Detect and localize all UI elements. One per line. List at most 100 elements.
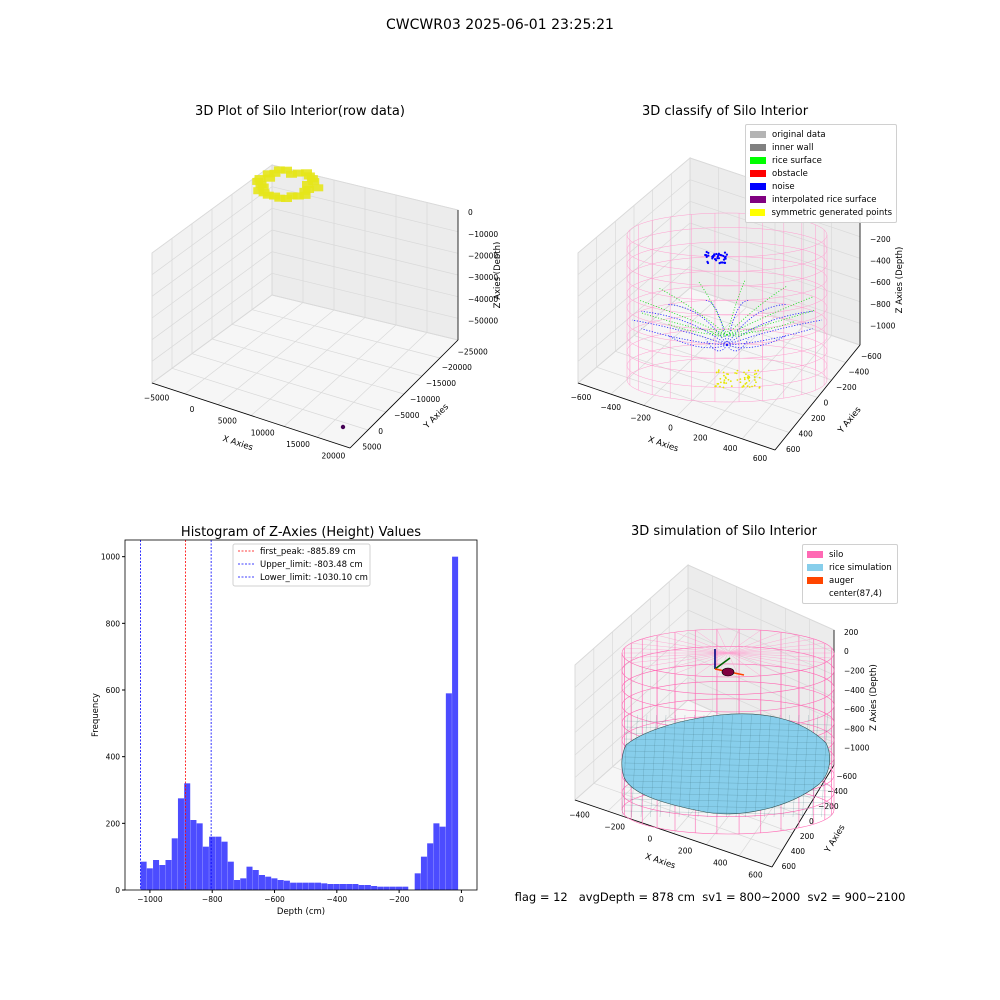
- panel2-legend: original data inner wall rice surface obsta…: [745, 124, 897, 223]
- noise-curve: [726, 310, 813, 346]
- silo-ring: [626, 357, 828, 403]
- symmetric-point: [723, 374, 725, 377]
- z-tick-label: −50000: [468, 317, 498, 326]
- mesh-line: [754, 714, 762, 818]
- mesh-line: [688, 714, 695, 818]
- legend-entry: rice surface: [750, 154, 892, 167]
- data-point: [292, 192, 304, 200]
- mesh-line: [640, 714, 648, 818]
- x-tick-label: −200: [630, 413, 651, 422]
- mesh-line: [623, 732, 833, 738]
- noise-point: [722, 254, 725, 258]
- histogram-bar: [352, 884, 359, 890]
- legend-label: noise: [772, 181, 795, 192]
- histogram-bar: [146, 868, 153, 890]
- legend-entry: silo: [807, 548, 893, 561]
- gridline: [151, 164, 273, 254]
- mesh-line: [707, 714, 714, 818]
- noise-curve: [726, 300, 749, 346]
- histogram-bar: [227, 861, 234, 890]
- mesh-line: [650, 714, 657, 818]
- y-axis-label: Y Axies: [836, 405, 864, 436]
- histogram-bar: [283, 880, 290, 890]
- symmetric-point: [757, 369, 760, 372]
- y-tick-label: −5000: [394, 411, 420, 420]
- histogram-bar: [346, 884, 353, 890]
- symmetric-point: [739, 381, 742, 384]
- z-tick-label: −1000: [870, 322, 896, 331]
- mesh-line: [792, 714, 800, 818]
- histogram-bar: [196, 823, 203, 890]
- histogram-bar: [358, 885, 365, 890]
- noise-point: [724, 255, 727, 258]
- symmetric-point: [719, 385, 721, 388]
- z-tick-label: 0: [844, 647, 849, 656]
- silo-ring: [626, 256, 828, 301]
- silo-roof: [727, 643, 825, 654]
- symmetric-point: [748, 375, 750, 378]
- silo-roof: [642, 638, 729, 654]
- y-tick-label: −600: [861, 352, 882, 361]
- rice-surface-curve: [659, 288, 728, 336]
- mesh-line: [783, 714, 790, 818]
- mesh-line: [773, 714, 781, 818]
- histogram-bar: [396, 886, 403, 890]
- noise-curve: [705, 339, 728, 352]
- histogram-bar: [315, 882, 322, 890]
- y-tick-label: 600: [782, 862, 797, 871]
- y-axis-label: Y Axies: [823, 823, 848, 856]
- silo-roof: [727, 632, 782, 654]
- silo-ring: [626, 227, 828, 272]
- symmetric-point: [745, 373, 747, 376]
- symmetric-point: [727, 378, 730, 381]
- gridline: [316, 332, 428, 438]
- silo-roof: [642, 652, 729, 668]
- rice-surface-curve: [638, 299, 728, 336]
- x-axis-label: X Axies: [221, 434, 254, 453]
- noise-point: [704, 253, 707, 257]
- legend-swatch: [750, 157, 766, 164]
- histogram-legend: first_peak: -885.89 cm Upper_limit: -803.…: [232, 543, 371, 587]
- silo-roof: [624, 652, 729, 659]
- z-axis-label: Z Axies (Depth): [869, 664, 879, 731]
- z-tick-label: −600: [870, 278, 891, 287]
- x-axis-line: [577, 382, 776, 451]
- silo-roof: [727, 647, 832, 654]
- legend-entry: obstacle: [750, 167, 892, 180]
- mesh-line: [623, 750, 833, 756]
- footer-status: flag = 12 avgDepth = 878 cm sv1 = 800~20…: [514, 890, 906, 904]
- legend-label: obstacle: [772, 168, 808, 179]
- mesh-line: [623, 792, 833, 798]
- symmetric-point: [746, 376, 749, 379]
- x-tick-label: −5000: [144, 393, 170, 402]
- silo-wireframe: [626, 212, 828, 403]
- symmetric-point: [748, 386, 751, 388]
- mesh-line: [623, 768, 833, 774]
- histogram-bar: [427, 843, 434, 890]
- mesh-line: [726, 714, 733, 818]
- gridline: [689, 287, 861, 346]
- legend-label: inner wall: [772, 142, 814, 153]
- mesh-line: [716, 714, 724, 818]
- histogram-bar: [439, 826, 446, 890]
- silo-ring: [626, 314, 828, 359]
- silo-roof: [631, 643, 729, 654]
- legend-label: symmetric generated points: [771, 207, 892, 218]
- gridline: [687, 587, 835, 653]
- symmetric-point: [734, 372, 737, 374]
- histogram-bar: [433, 823, 440, 890]
- mesh-line: [764, 714, 771, 818]
- x-tick-label: 200: [678, 846, 693, 855]
- histogram-bar: [252, 870, 259, 890]
- noise-point: [711, 255, 714, 258]
- silo-roof: [624, 647, 729, 654]
- rice-surface-curve: [726, 280, 746, 336]
- y-tick-label: 0: [809, 817, 814, 826]
- silo-ring: [626, 241, 828, 287]
- rice-surface-curve: [641, 312, 728, 336]
- mesh-line: [623, 810, 833, 816]
- symmetric-point: [729, 380, 732, 383]
- noise-point: [707, 251, 710, 255]
- mesh-line: [623, 786, 833, 792]
- silo-roof: [727, 638, 814, 654]
